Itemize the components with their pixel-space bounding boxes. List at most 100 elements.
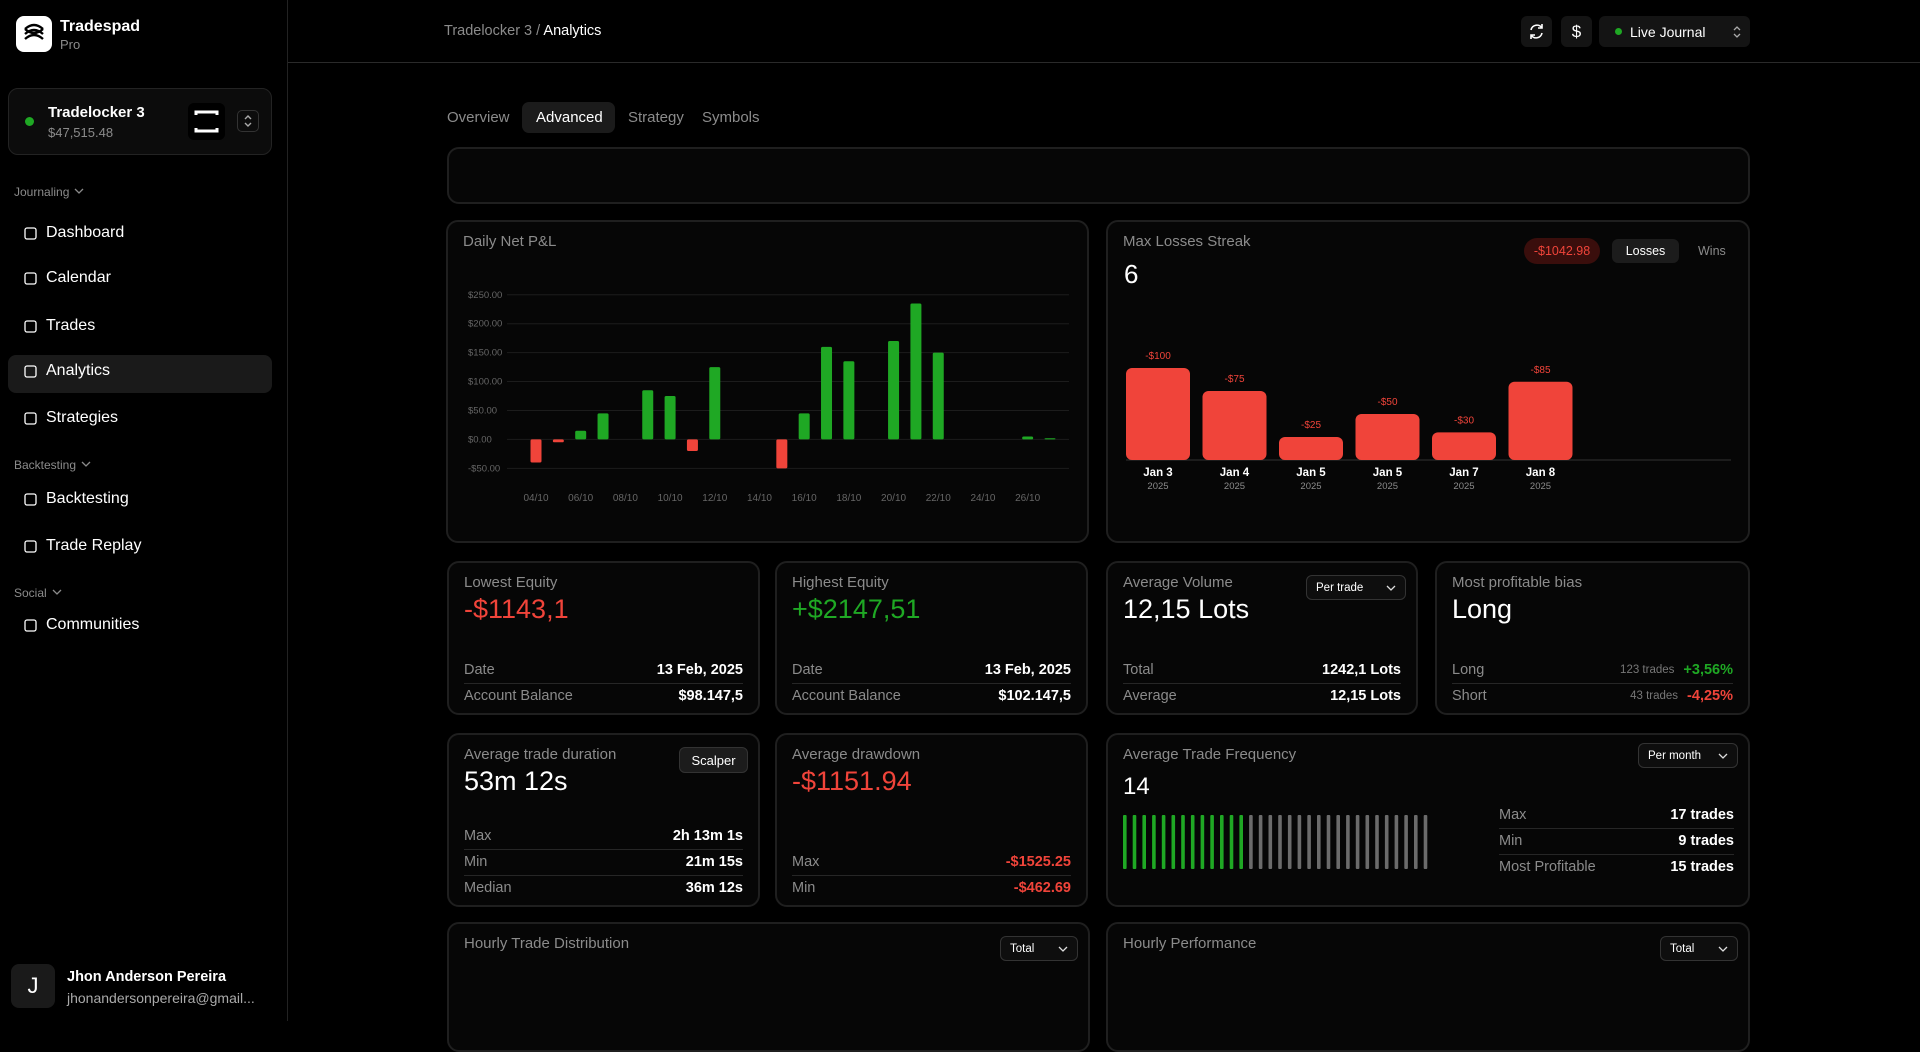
icon-shape	[24, 365, 37, 378]
row-value: 15 trades	[1670, 859, 1734, 875]
chart-title: Max Losses Streak	[1123, 233, 1251, 250]
nav-icon	[24, 365, 37, 378]
nav-item[interactable]: Analytics	[46, 362, 111, 379]
row-value: 12,15 Lots	[1330, 688, 1401, 704]
row-value: 21m 15s	[685, 854, 743, 870]
nav-icon	[24, 320, 37, 333]
card-row: Median 36m 12s	[464, 876, 743, 900]
frequency-tick	[1394, 815, 1399, 869]
nav-item[interactable]: Calendar	[46, 269, 111, 286]
section-chevron	[81, 461, 91, 467]
tab-active[interactable]: Advanced	[536, 109, 603, 126]
nav-item[interactable]: Trades	[46, 317, 96, 334]
nav-icon	[24, 493, 37, 506]
user-name: Jhon Anderson Pereira	[67, 969, 227, 985]
nav-item[interactable]: Dashboard	[46, 224, 125, 241]
frequency-tick	[1220, 815, 1224, 869]
dropdown[interactable]: Total	[1660, 936, 1738, 961]
bar	[888, 341, 900, 440]
brand-plan: Pro	[60, 37, 81, 52]
user-avatar[interactable]: J	[11, 964, 55, 1008]
x-tick-label: Jan 3	[1143, 467, 1172, 479]
row-label: Max	[792, 854, 820, 870]
account-switcher[interactable]: Tradelocker 3 $47,515.48	[8, 88, 272, 155]
stat-card: Average drawdown -$1151.94 Max -$1525.25 Min…	[775, 733, 1088, 907]
pnl-chart: -$50.00 $0.00 $50.00 $100.00 $150.00 $200.00 $…	[468, 290, 1069, 504]
bar	[843, 361, 855, 440]
nav-item[interactable]: Backtesting	[46, 490, 129, 507]
x-sublabel: 2025	[1147, 481, 1168, 492]
frequency-tick	[1171, 815, 1176, 869]
y-tick-label: $250.00	[468, 290, 502, 301]
chevron	[1718, 753, 1728, 759]
page: Tradespad Analytics { "sidebar": { "bran…	[8, 0, 1920, 1052]
tab[interactable]: Overview	[447, 109, 510, 126]
account-balance: $47,515.48	[48, 125, 114, 140]
dropdown-label: Per trade	[1316, 581, 1364, 594]
card-title: Average drawdown	[792, 746, 921, 763]
x-tick-label: Jan 8	[1526, 467, 1556, 479]
row-divider	[792, 683, 1071, 684]
x-tick-label: 14/10	[747, 493, 772, 504]
journal-select[interactable]: Live Journal	[1599, 16, 1750, 47]
nav-icon	[24, 272, 37, 285]
frequency-tick	[1200, 815, 1205, 869]
chevron	[1386, 585, 1396, 591]
frequency-tick	[1278, 815, 1282, 869]
card-value: 12,15 Lots	[1123, 594, 1250, 624]
row-value: $102.147,5	[998, 688, 1071, 704]
chart-title: Daily Net P&L	[463, 233, 557, 250]
frequency-tick	[1258, 815, 1263, 869]
row-value: $98.147,5	[678, 688, 743, 704]
row-label: Date	[464, 662, 495, 678]
bar	[1202, 391, 1267, 460]
toggle-losses[interactable]: Losses	[1612, 239, 1679, 263]
bar	[709, 367, 721, 440]
nav-item[interactable]: Strategies	[46, 409, 119, 426]
breadcrumb: Tradelocker 3 / Analytics	[444, 23, 601, 39]
chevron	[1058, 946, 1068, 952]
currency-button[interactable]: $	[1561, 16, 1592, 47]
dropdown-chevron	[1058, 946, 1068, 952]
dropdown[interactable]: Total	[1000, 936, 1078, 961]
nav-section-title: Journaling	[14, 185, 70, 199]
tab[interactable]: Strategy	[628, 109, 684, 126]
y-tick-label: $200.00	[468, 319, 502, 330]
y-tick-label: $50.00	[468, 405, 497, 416]
nav-section[interactable]: Backtesting	[14, 458, 92, 472]
row-value: +3,56%	[1683, 662, 1733, 678]
card-value: 14	[1123, 773, 1150, 800]
bar	[530, 439, 542, 463]
nav-section[interactable]: Journaling	[14, 185, 85, 199]
card-title: Average trade duration	[464, 746, 617, 763]
card-row: Max 2h 13m 1s	[464, 824, 743, 848]
nav-section[interactable]: Social	[14, 586, 63, 600]
dropdown[interactable]: Per trade	[1306, 575, 1406, 600]
nav-item[interactable]: Trade Replay	[46, 537, 142, 554]
x-tick-label: 08/10	[613, 493, 638, 504]
toggle-wins[interactable]: Wins	[1698, 244, 1726, 258]
icon-shape	[24, 540, 37, 553]
account-expand[interactable]	[237, 110, 259, 132]
frequency-tick	[1210, 815, 1214, 869]
nav-item[interactable]: Communities	[46, 616, 140, 633]
bar	[821, 346, 833, 440]
y-tick-label: $150.00	[468, 348, 502, 359]
dropdown[interactable]: Per month	[1638, 743, 1738, 768]
row-label: Median	[464, 880, 512, 896]
stat-card: Average Trade Frequency 14 Per month Max 17 …	[1106, 733, 1750, 907]
row-label: Max	[1499, 807, 1527, 823]
frequency-tick	[1152, 815, 1156, 869]
bar	[664, 396, 676, 440]
card-value: 53m 12s	[464, 766, 568, 796]
row-value: 13 Feb, 2025	[656, 662, 743, 678]
breadcrumb-parent[interactable]: Tradelocker 3 /	[444, 23, 541, 39]
card-value: -$1151.94	[792, 766, 912, 796]
row-value: 1242,1 Lots	[1322, 662, 1401, 678]
refresh-button[interactable]	[1521, 16, 1552, 47]
card-title: Most profitable bias	[1452, 574, 1583, 591]
tab[interactable]: Symbols	[702, 109, 760, 126]
dropdown-chevron	[1718, 753, 1728, 759]
value-label: -$30	[1454, 415, 1474, 426]
bar	[1355, 414, 1420, 460]
